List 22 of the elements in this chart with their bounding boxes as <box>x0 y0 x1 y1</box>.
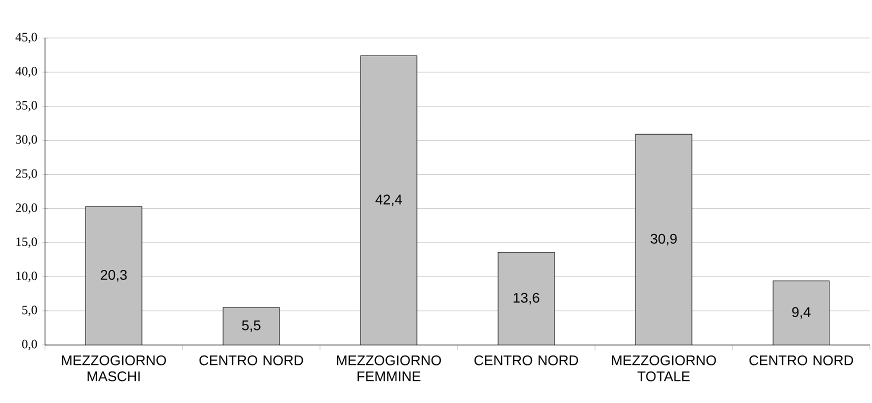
y-tick-label: 30,0 <box>16 135 37 146</box>
data-label: 13,6 <box>514 292 540 304</box>
x-tick-label: CENTRO NORD <box>199 355 304 366</box>
y-tick-label: 40,0 <box>16 66 37 78</box>
y-tick-label: 45,0 <box>16 32 37 44</box>
y-tick-label: 25,0 <box>16 169 37 180</box>
data-label: 30,9 <box>650 234 677 246</box>
y-tick-label: 15,0 <box>16 237 37 248</box>
data-label: 9,4 <box>792 307 811 319</box>
data-label: 20,3 <box>100 270 127 282</box>
x-tick-label: MEZZOGIORNO FEMMINE <box>337 355 441 382</box>
y-tick-label: 0,0 <box>22 340 37 350</box>
y-tick-label: 35,0 <box>16 101 37 112</box>
y-tick-label: 20,0 <box>16 203 37 214</box>
y-tick-label: 5,0 <box>22 306 37 316</box>
x-tick-label: CENTRO NORD <box>474 355 578 366</box>
y-tick-label: 10,0 <box>16 272 37 282</box>
x-tick-label: MEZZOGIORNO TOTALE <box>612 355 716 382</box>
data-label: 5,5 <box>242 320 260 332</box>
x-tick-label: MEZZOGIORNO MASCHI <box>62 355 166 382</box>
x-tick-label: CENTRO NORD <box>749 355 854 366</box>
data-label: 42,4 <box>375 194 402 206</box>
